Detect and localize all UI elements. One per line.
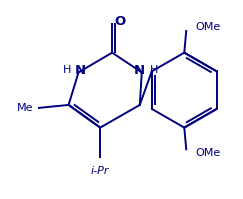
- Text: N: N: [75, 64, 86, 77]
- Text: OMe: OMe: [195, 148, 221, 158]
- Text: H: H: [62, 65, 71, 75]
- Text: N: N: [134, 64, 145, 77]
- Text: Me: Me: [17, 103, 33, 113]
- Text: H: H: [149, 65, 158, 75]
- Text: O: O: [114, 15, 126, 28]
- Text: OMe: OMe: [195, 22, 221, 32]
- Text: i-Pr: i-Pr: [91, 166, 110, 176]
